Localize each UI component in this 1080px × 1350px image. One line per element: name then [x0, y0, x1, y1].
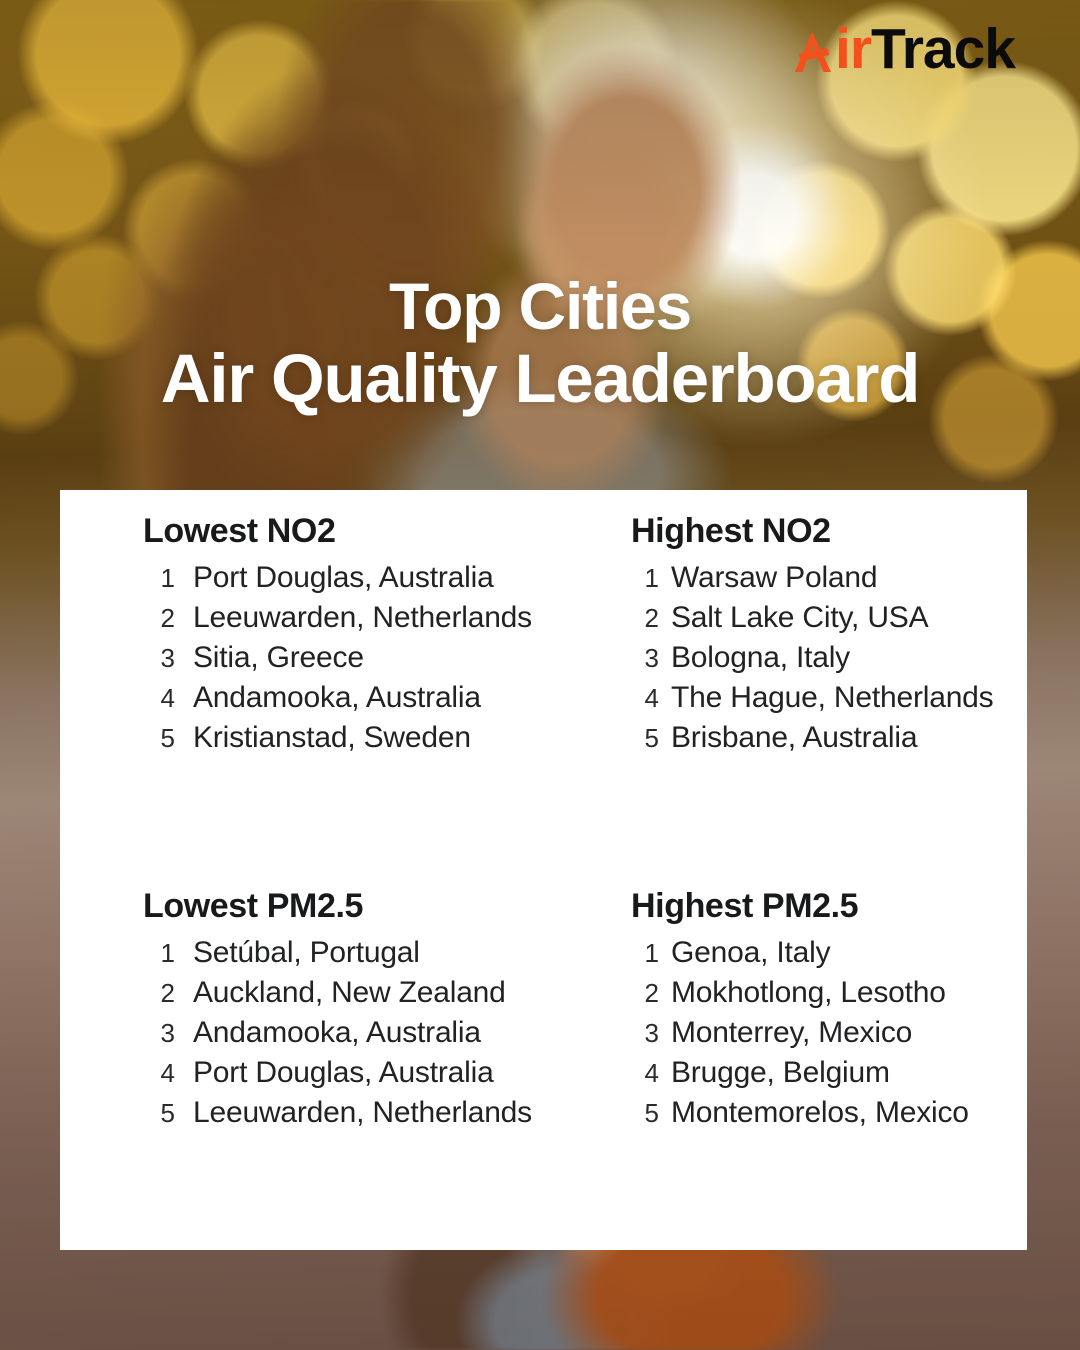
rank-city: Andamooka, Australia: [193, 1016, 481, 1049]
rank-city: Sitia, Greece: [193, 641, 364, 674]
rank-number: 5: [644, 1098, 659, 1128]
list-item: 1 Genoa, Italy: [633, 936, 1027, 970]
list-item: 1 Warsaw Poland: [633, 561, 1027, 595]
rank-city: Salt Lake City, USA: [671, 601, 929, 634]
rank-city: Andamooka, Australia: [193, 681, 481, 714]
rank-number: 1: [160, 563, 175, 593]
title-line-2: Air Quality Leaderboard: [160, 340, 921, 418]
list-item: 3 Bologna, Italy: [633, 641, 1027, 675]
list-item: 1 Setúbal, Portugal: [143, 936, 585, 970]
leaderboard-card: Lowest NO2 1 Port Douglas, Australia 2 L…: [60, 490, 1027, 1250]
rank-city: Kristianstad, Sweden: [193, 721, 471, 754]
rank-city: Genoa, Italy: [671, 936, 831, 969]
list-item: 4 Andamooka, Australia: [143, 681, 585, 715]
list-item: 3 Sitia, Greece: [143, 641, 585, 675]
list-item: 4 The Hague, Netherlands: [633, 681, 1027, 715]
rank-list: 1 Warsaw Poland 2 Salt Lake City, USA 3 …: [633, 561, 1027, 755]
rank-number: 3: [644, 1018, 659, 1048]
list-item: 5 Montemorelos, Mexico: [633, 1096, 1027, 1130]
rank-city: Port Douglas, Australia: [193, 1056, 494, 1089]
list-item: 5 Brisbane, Australia: [633, 721, 1027, 755]
rank-list: 1 Genoa, Italy 2 Mokhotlong, Lesotho 3 M…: [633, 936, 1027, 1130]
rank-number: 1: [160, 938, 175, 968]
rank-number: 5: [160, 723, 175, 753]
page-title: Top Cities Air Quality Leaderboard: [0, 269, 1080, 418]
section-lowest-no2: Lowest NO2 1 Port Douglas, Australia 2 L…: [60, 512, 585, 761]
section-highest-pm25: Highest PM2.5 1 Genoa, Italy 2 Mokhotlon…: [585, 761, 1027, 1136]
rank-number: 2: [160, 603, 175, 633]
list-item: 5 Leeuwarden, Netherlands: [143, 1096, 585, 1130]
rank-number: 1: [644, 938, 659, 968]
rank-number: 2: [644, 603, 659, 633]
rank-number: 2: [160, 978, 175, 1008]
list-item: 5 Kristianstad, Sweden: [143, 721, 585, 755]
title-line-1: Top Cities: [388, 269, 692, 343]
rank-city: Bologna, Italy: [671, 641, 850, 674]
rank-number: 3: [160, 643, 175, 673]
logo-text-air: ir: [835, 17, 872, 81]
logo-text-track: Track: [871, 17, 1016, 81]
rank-city: Brisbane, Australia: [671, 721, 918, 754]
rank-number: 3: [160, 1018, 175, 1048]
rank-city: Leeuwarden, Netherlands: [193, 1096, 532, 1129]
rank-city: Leeuwarden, Netherlands: [193, 601, 532, 634]
rank-city: Warsaw Poland: [671, 561, 878, 594]
list-item: 1 Port Douglas, Australia: [143, 561, 585, 595]
list-item: 2 Auckland, New Zealand: [143, 976, 585, 1010]
rank-number: 1: [644, 563, 659, 593]
list-item: 2 Mokhotlong, Lesotho: [633, 976, 1027, 1010]
list-item: 3 Monterrey, Mexico: [633, 1016, 1027, 1050]
rank-city: Setúbal, Portugal: [193, 936, 420, 969]
rank-city: Port Douglas, Australia: [193, 561, 494, 594]
section-highest-no2: Highest NO2 1 Warsaw Poland 2 Salt Lake …: [585, 512, 1027, 761]
rank-city: Auckland, New Zealand: [193, 976, 506, 1009]
rank-city: Mokhotlong, Lesotho: [671, 976, 946, 1009]
rank-list: 1 Port Douglas, Australia 2 Leeuwarden, …: [143, 561, 585, 755]
rank-number: 2: [644, 978, 659, 1008]
rank-number: 4: [644, 683, 659, 713]
a-lambda-mark-icon: [792, 27, 834, 73]
section-heading: Lowest PM2.5: [143, 887, 364, 925]
rank-number: 4: [644, 1058, 659, 1088]
rank-number: 4: [160, 1058, 175, 1088]
rank-city: The Hague, Netherlands: [671, 681, 994, 714]
list-item: 4 Port Douglas, Australia: [143, 1056, 585, 1090]
rank-number: 3: [644, 643, 659, 673]
list-item: 2 Salt Lake City, USA: [633, 601, 1027, 635]
list-item: 4 Brugge, Belgium: [633, 1056, 1027, 1090]
rank-number: 5: [644, 723, 659, 753]
brand-logo[interactable]: ir Track: [792, 17, 1016, 81]
list-item: 2 Leeuwarden, Netherlands: [143, 601, 585, 635]
section-heading: Highest PM2.5: [631, 887, 859, 925]
rank-city: Brugge, Belgium: [671, 1056, 890, 1089]
rank-city: Montemorelos, Mexico: [671, 1096, 969, 1129]
list-item: 3 Andamooka, Australia: [143, 1016, 585, 1050]
rank-city: Monterrey, Mexico: [671, 1016, 913, 1049]
section-heading: Lowest NO2: [143, 512, 336, 550]
rank-number: 5: [160, 1098, 175, 1128]
section-lowest-pm25: Lowest PM2.5 1 Setúbal, Portugal 2 Auckl…: [60, 761, 585, 1136]
rank-number: 4: [160, 683, 175, 713]
section-heading: Highest NO2: [631, 512, 831, 550]
rank-list: 1 Setúbal, Portugal 2 Auckland, New Zeal…: [143, 936, 585, 1130]
